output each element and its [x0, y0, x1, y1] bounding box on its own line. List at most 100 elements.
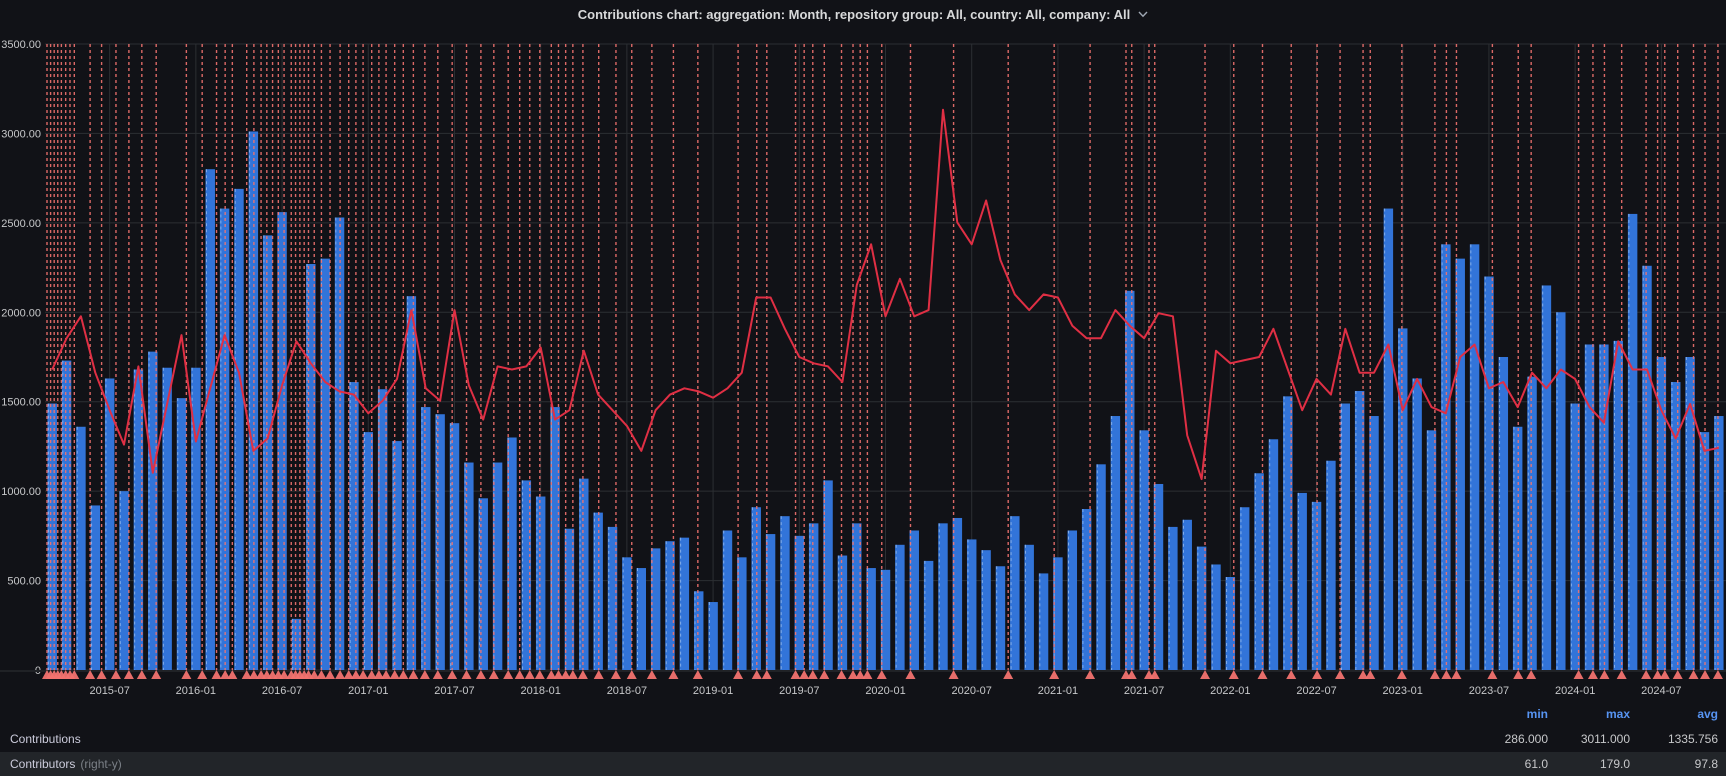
annotation-marker-icon[interactable]: [1641, 670, 1652, 679]
annotation-marker-icon[interactable]: [524, 670, 535, 679]
annotation-marker-icon[interactable]: [514, 670, 525, 679]
annotation-marker-icon[interactable]: [123, 670, 134, 679]
annotation-marker-icon[interactable]: [309, 670, 320, 679]
annotation-marker-icon[interactable]: [848, 670, 859, 679]
legend-row-contributions[interactable]: Contributions 286.000 3011.000 1335.756: [0, 725, 1726, 752]
annotation-marker-icon[interactable]: [1228, 670, 1239, 679]
annotation-marker-icon[interactable]: [1700, 670, 1711, 679]
annotation-marker-icon[interactable]: [546, 670, 557, 679]
annotation-marker-icon[interactable]: [534, 670, 545, 679]
annotation-marker-icon[interactable]: [335, 670, 346, 679]
legend-row-contributors[interactable]: Contributors (right-y) 61.0 179.0 97.8: [0, 752, 1726, 776]
annotation-marker-icon[interactable]: [151, 670, 162, 679]
annotation-marker-icon[interactable]: [1286, 670, 1297, 679]
annotation-marker-icon[interactable]: [819, 670, 830, 679]
annotation-marker-icon[interactable]: [461, 670, 472, 679]
annotation-marker-icon[interactable]: [553, 670, 564, 679]
annotation-marker-icon[interactable]: [227, 670, 238, 679]
annotation-marker-icon[interactable]: [475, 670, 486, 679]
annotation-marker-icon[interactable]: [593, 670, 604, 679]
contributions-bar: [1239, 507, 1250, 670]
annotation-marker-icon[interactable]: [1487, 670, 1498, 679]
annotation-marker-icon[interactable]: [751, 670, 762, 679]
annotation-marker-icon[interactable]: [381, 670, 392, 679]
annotation-marker-icon[interactable]: [948, 670, 959, 679]
annotation-marker-icon[interactable]: [181, 670, 192, 679]
annotation-marker-icon[interactable]: [1200, 670, 1211, 679]
annotation-marker-icon[interactable]: [248, 670, 259, 679]
annotation-marker-icon[interactable]: [1126, 670, 1137, 679]
annotation-marker-icon[interactable]: [279, 670, 290, 679]
panel-title[interactable]: Contributions chart: aggregation: Month,…: [0, 0, 1726, 28]
annotation-marker-icon[interactable]: [1049, 670, 1060, 679]
annotation-marker-icon[interactable]: [1396, 670, 1407, 679]
annotation-marker-icon[interactable]: [432, 670, 443, 679]
annotation-marker-icon[interactable]: [799, 670, 810, 679]
annotation-marker-icon[interactable]: [350, 670, 361, 679]
legend-label-contributors[interactable]: Contributors: [10, 757, 76, 771]
annotation-marker-icon[interactable]: [876, 670, 887, 679]
annotation-marker-icon[interactable]: [136, 670, 147, 679]
annotation-marker-icon[interactable]: [110, 670, 121, 679]
annotation-marker-icon[interactable]: [692, 670, 703, 679]
annotation-marker-icon[interactable]: [905, 670, 916, 679]
annotation-marker-icon[interactable]: [560, 670, 571, 679]
annotation-marker-icon[interactable]: [1587, 670, 1598, 679]
annotation-marker-icon[interactable]: [220, 670, 231, 679]
annotation-marker-icon[interactable]: [1616, 670, 1627, 679]
annotation-marker-icon[interactable]: [1599, 670, 1610, 679]
annotation-marker-icon[interactable]: [1085, 670, 1096, 679]
annotation-marker-icon[interactable]: [241, 670, 252, 679]
annotation-marker-icon[interactable]: [358, 670, 369, 679]
annotation-marker-icon[interactable]: [503, 670, 514, 679]
annotation-marker-icon[interactable]: [419, 670, 430, 679]
annotation-marker-icon[interactable]: [646, 670, 657, 679]
annotation-marker-icon[interactable]: [807, 670, 818, 679]
annotation-marker-icon[interactable]: [1652, 670, 1663, 679]
annotation-marker-icon[interactable]: [316, 670, 327, 679]
annotation-marker-icon[interactable]: [626, 670, 637, 679]
annotation-marker-icon[interactable]: [1335, 670, 1346, 679]
annotation-marker-icon[interactable]: [1365, 670, 1376, 679]
annotation-marker-icon[interactable]: [1257, 670, 1268, 679]
annotation-marker-icon[interactable]: [1513, 670, 1524, 679]
annotation-marker-icon[interactable]: [1003, 670, 1014, 679]
annotation-marker-icon[interactable]: [85, 670, 96, 679]
annotation-marker-icon[interactable]: [373, 670, 384, 679]
annotation-marker-icon[interactable]: [447, 670, 458, 679]
annotation-marker-icon[interactable]: [96, 670, 107, 679]
annotation-marker-icon[interactable]: [668, 670, 679, 679]
annotation-marker-icon[interactable]: [1312, 670, 1323, 679]
annotation-marker-icon[interactable]: [1573, 670, 1584, 679]
annotation-marker-icon[interactable]: [389, 670, 400, 679]
annotation-marker-icon[interactable]: [733, 670, 744, 679]
annotation-marker-icon[interactable]: [1441, 670, 1452, 679]
annotation-marker-icon[interactable]: [1358, 670, 1369, 679]
annotation-marker-icon[interactable]: [855, 670, 866, 679]
annotation-marker-icon[interactable]: [1659, 670, 1670, 679]
annotation-marker-icon[interactable]: [577, 670, 588, 679]
annotation-marker-icon[interactable]: [567, 670, 578, 679]
annotation-marker-icon[interactable]: [488, 670, 499, 679]
annotation-marker-icon[interactable]: [1429, 670, 1440, 679]
annotation-marker-icon[interactable]: [398, 670, 409, 679]
annotation-marker-icon[interactable]: [1451, 670, 1462, 679]
annotation-marker-icon[interactable]: [761, 670, 772, 679]
annotation-marker-icon[interactable]: [343, 670, 354, 679]
annotation-marker-icon[interactable]: [1712, 670, 1723, 679]
annotation-marker-icon[interactable]: [1149, 670, 1160, 679]
legend-label-contributions[interactable]: Contributions: [10, 731, 81, 746]
annotation-marker-icon[interactable]: [1526, 670, 1537, 679]
annotation-marker-icon[interactable]: [862, 670, 873, 679]
annotation-marker-icon[interactable]: [408, 670, 419, 679]
annotation-marker-icon[interactable]: [610, 670, 621, 679]
annotation-marker-icon[interactable]: [1688, 670, 1699, 679]
annotation-marker-icon[interactable]: [197, 670, 208, 679]
annotation-marker-icon[interactable]: [836, 670, 847, 679]
annotation-marker-icon[interactable]: [366, 670, 377, 679]
annotation-marker-icon[interactable]: [69, 670, 80, 679]
annotation-marker-icon[interactable]: [211, 670, 222, 679]
annotation-marker-icon[interactable]: [1672, 670, 1683, 679]
annotation-marker-icon[interactable]: [790, 670, 801, 679]
annotation-marker-icon[interactable]: [325, 670, 336, 679]
